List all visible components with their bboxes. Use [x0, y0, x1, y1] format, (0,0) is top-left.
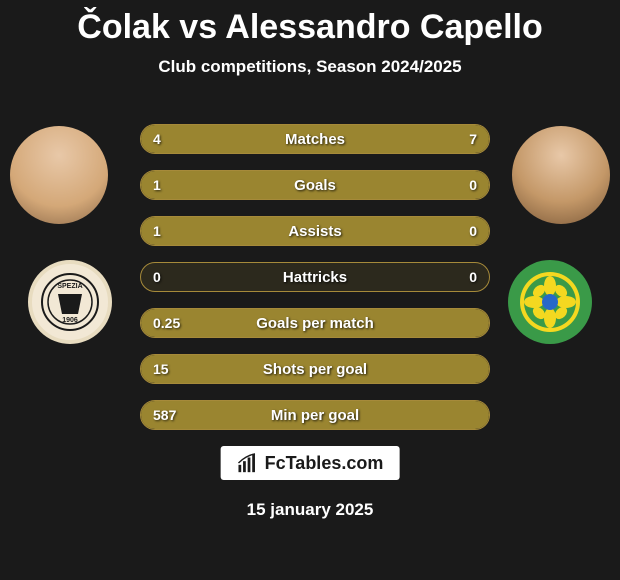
svg-text:1906: 1906 — [62, 317, 78, 324]
avatar-placeholder-icon — [10, 126, 108, 224]
club-left-logo: SPEZIA 1906 — [28, 260, 112, 344]
comparison-card: Čolak vs Alessandro Capello Club competi… — [0, 0, 620, 580]
stat-row: 587 Min per goal — [140, 400, 490, 430]
subtitle: Club competitions, Season 2024/2025 — [0, 57, 620, 77]
stat-value-right: 0 — [469, 223, 477, 239]
stat-row: 0 Hattricks 0 — [140, 262, 490, 292]
stat-label: Hattricks — [283, 269, 347, 286]
stat-label: Goals per match — [256, 315, 374, 332]
stat-value-left: 4 — [153, 131, 161, 147]
brand-text: FcTables.com — [265, 453, 384, 474]
stat-row: 15 Shots per goal — [140, 354, 490, 384]
date-text: 15 january 2025 — [247, 500, 374, 520]
svg-text:SPEZIA: SPEZIA — [57, 283, 82, 290]
stat-value-right: 7 — [469, 131, 477, 147]
stat-label: Matches — [285, 131, 345, 148]
club-right-logo-icon — [518, 270, 582, 334]
stat-label: Goals — [294, 177, 336, 194]
player-left-avatar — [10, 126, 108, 224]
club-right-logo — [508, 260, 592, 344]
stat-row: 1 Assists 0 — [140, 216, 490, 246]
stat-value-right: 0 — [469, 177, 477, 193]
stat-label: Min per goal — [271, 407, 359, 424]
stat-value-left: 15 — [153, 361, 169, 377]
brand-badge: FcTables.com — [221, 446, 400, 480]
stat-value-left: 1 — [153, 177, 161, 193]
stat-value-left: 587 — [153, 407, 176, 423]
stat-value-left: 0.25 — [153, 315, 180, 331]
stat-row: 0.25 Goals per match — [140, 308, 490, 338]
avatar-placeholder-icon — [512, 126, 610, 224]
stat-row: 1 Goals 0 — [140, 170, 490, 200]
stat-row: 4 Matches 7 — [140, 124, 490, 154]
spezia-logo-icon: SPEZIA 1906 — [38, 270, 102, 334]
stat-value-left: 1 — [153, 223, 161, 239]
fctables-logo-icon — [237, 452, 259, 474]
stat-label: Shots per goal — [263, 361, 367, 378]
player-right-avatar — [512, 126, 610, 224]
stats-bars: 4 Matches 7 1 Goals 0 1 Assists 0 0 Hattricks 0 0.25… — [140, 124, 490, 446]
page-title: Čolak vs Alessandro Capello — [0, 0, 620, 47]
stat-value-left: 0 — [153, 269, 161, 285]
stat-value-right: 0 — [469, 269, 477, 285]
stat-label: Assists — [288, 223, 341, 240]
